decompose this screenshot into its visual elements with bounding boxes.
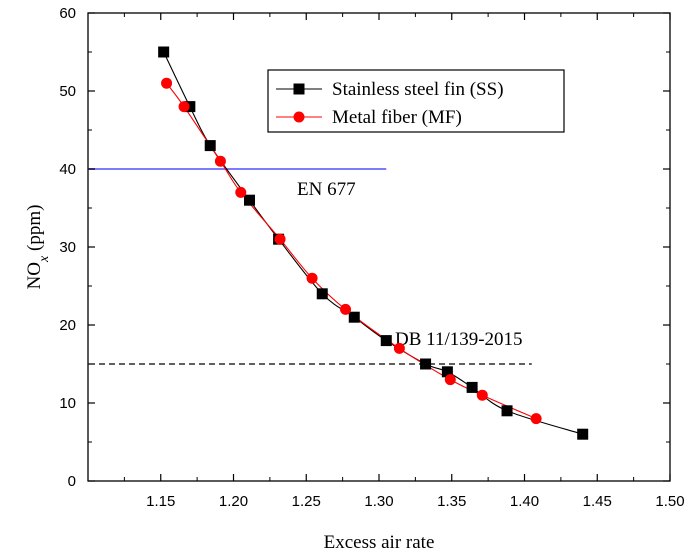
x-tick-label: 1.35 [437,493,466,510]
data-point-mf [178,101,190,113]
data-point-mf [444,374,456,386]
data-point-ss [380,335,392,347]
data-point-mf [530,413,542,425]
data-point-ss [316,288,328,300]
series-line-1 [166,82,537,420]
legend-label-0: Stainless steel fin (SS) [332,79,504,100]
y-axis-title: NOx (ppm) [24,205,52,290]
data-point-ss [244,194,256,206]
y-tick-label: 20 [59,317,76,334]
x-tick-label: 1.50 [655,493,684,510]
y-tick-label: 0 [68,473,76,490]
data-point-ss [466,381,478,393]
data-point-mf [214,155,226,167]
data-point-ss [158,46,170,58]
data-point-ss [577,428,589,440]
annotation-db11: DB 11/139-2015 [395,329,523,350]
x-tick-label: 1.30 [364,493,393,510]
data-point-ss [348,311,360,323]
x-tick-label: 1.25 [292,493,321,510]
legend-marker-ss [293,83,305,95]
x-tick-label: 1.15 [146,493,175,510]
x-tick-label: 1.45 [583,493,612,510]
legend-label-1: Metal fiber (MF) [332,107,462,128]
y-tick-label: 40 [59,161,76,178]
y-axis-title-sub: x [37,255,52,263]
y-tick-label: 10 [59,395,76,412]
data-point-ss [501,405,513,417]
data-point-ss [420,358,432,370]
data-point-mf [274,233,286,245]
data-point-mf [306,272,318,284]
data-point-mf [340,303,352,315]
data-point-ss [204,140,216,152]
y-tick-label: 60 [59,5,76,22]
data-point-mf [476,389,488,401]
x-axis-title: Excess air rate [324,532,435,553]
y-tick-label: 50 [59,83,76,100]
data-point-ss [441,366,453,378]
y-axis-title-tail: (ppm) [24,205,45,256]
legend-marker-mf [293,111,305,123]
data-point-ss [184,101,196,113]
legend-box [267,69,565,133]
data-point-mf [235,186,247,198]
data-point-mf [393,342,405,354]
x-tick-label: 1.20 [219,493,248,510]
data-point-mf [161,77,173,89]
annotation-en677: EN 677 [297,179,356,200]
x-tick-label: 1.40 [510,493,539,510]
y-axis-title-main: NO [24,262,45,289]
y-tick-label: 30 [59,239,76,256]
